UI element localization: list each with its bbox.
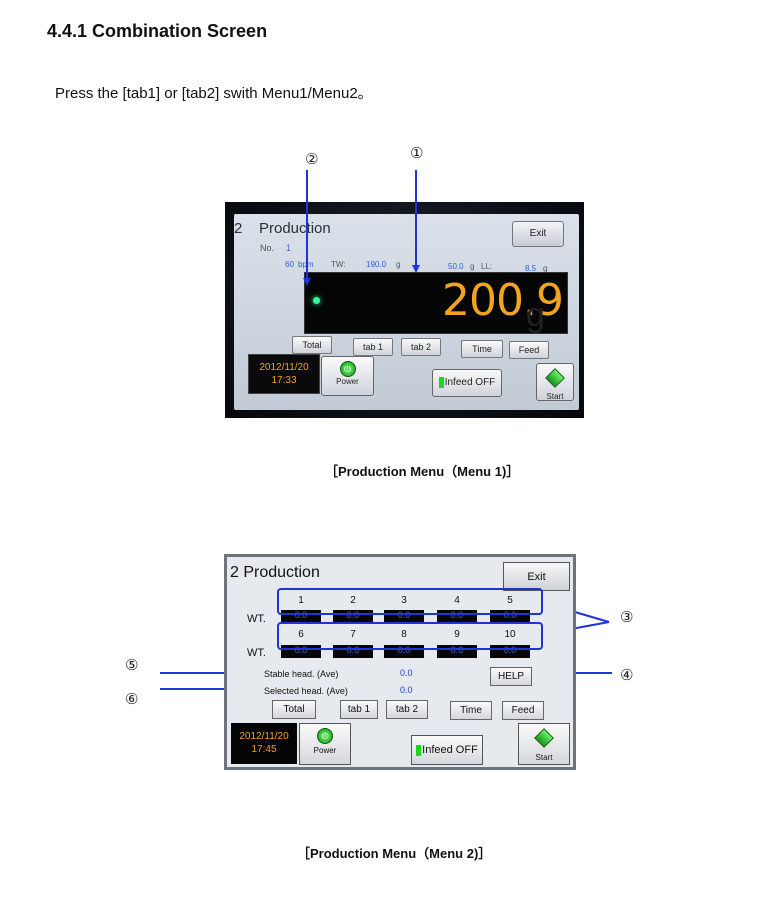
menu1-tw-label: TW: xyxy=(331,260,346,269)
menu1-datetime: 2012/11/20 17:33 xyxy=(248,354,320,394)
head-row1-highlight xyxy=(277,588,543,615)
menu1-title-number: 2 xyxy=(234,220,243,237)
menu1-tab1-button[interactable]: tab 1 xyxy=(353,338,393,356)
menu1-total-button[interactable]: Total xyxy=(292,336,332,354)
menu1-no-label: No. xyxy=(260,243,275,253)
intro-text: Press the [tab1] or [tab2] swith Menu1/M… xyxy=(55,85,373,102)
menu1-power-button[interactable]: ⏻ Power xyxy=(321,356,374,396)
caption-menu1: ［Production Menu（Menu 1)］ xyxy=(325,464,520,479)
menu1-weight-display: 200.9 xyxy=(304,272,568,334)
menu2-tab2-button[interactable]: tab 2 xyxy=(386,700,428,719)
wt-label-row1: WT. xyxy=(247,613,266,625)
marker-4: ④ xyxy=(620,666,634,684)
menu2-time-button[interactable]: Time xyxy=(450,701,492,720)
menu2-power-button[interactable]: ⏻ Power xyxy=(299,723,351,765)
menu2-infeed-button[interactable]: Infeed OFF xyxy=(411,735,483,765)
head-number: 1 xyxy=(298,595,304,606)
power-icon: ⏻ xyxy=(339,361,356,377)
menu1-weight-value: 200.9 xyxy=(442,275,564,326)
menu1-bpm-value: 60 xyxy=(285,260,294,269)
selected-head-value: 0.0 xyxy=(400,685,413,695)
menu2-screen: 2 Production Exit 1 2 3 4 5 WT. 0.0 0.0 … xyxy=(224,554,576,770)
head-number: 6 xyxy=(298,629,304,640)
menu2-time: 17:45 xyxy=(251,744,277,755)
menu2-panel: 2 Production Exit 1 2 3 4 5 WT. 0.0 0.0 … xyxy=(227,557,573,767)
wt-label-row2: WT. xyxy=(247,647,266,659)
marker-1: ① xyxy=(410,144,424,162)
menu1-start-label: Start xyxy=(546,392,564,401)
menu2-datetime: 2012/11/20 17:45 xyxy=(231,723,297,764)
menu2-tab1-button[interactable]: tab 1 xyxy=(340,700,378,719)
selected-head-label: Selected head. (Ave) xyxy=(264,686,348,696)
menu1-tw-unit: g xyxy=(396,260,401,269)
infeed-indicator-icon xyxy=(438,376,444,388)
head-row2-highlight xyxy=(277,622,543,650)
caption-menu2: ［Production Menu（Menu 2)］ xyxy=(297,846,492,861)
infeed-indicator-icon xyxy=(416,744,422,756)
menu1-start-button[interactable]: Start xyxy=(536,363,574,401)
menu2-total-button[interactable]: Total xyxy=(272,700,316,719)
menu1-weight-unit: g xyxy=(526,296,545,334)
menu1-mid-value: 50.0 xyxy=(448,262,464,271)
head-number: 8 xyxy=(401,629,407,640)
section-heading: 4.4.1 Combination Screen xyxy=(47,21,268,41)
head-number: 7 xyxy=(350,629,356,640)
menu1-infeed-button[interactable]: Infeed OFF xyxy=(432,369,502,397)
menu1-ll-value: 8.5 xyxy=(525,264,537,273)
marker-3: ③ xyxy=(620,608,634,626)
marker-5: ⑤ xyxy=(125,656,139,674)
menu1-date: 2012/11/20 xyxy=(259,362,309,373)
menu2-exit-button[interactable]: Exit xyxy=(503,562,570,591)
marker-2: ② xyxy=(305,150,319,168)
menu1-title: Production xyxy=(259,220,331,237)
head-number: 10 xyxy=(504,629,516,640)
menu2-feed-button[interactable]: Feed xyxy=(502,701,544,720)
menu1-no-value: 1 xyxy=(286,243,292,253)
menu1-feed-button[interactable]: Feed xyxy=(509,341,549,359)
head-number: 4 xyxy=(454,595,460,606)
start-icon xyxy=(534,728,554,748)
menu1-ll-unit: g xyxy=(543,264,548,273)
head-number: 3 xyxy=(401,595,407,606)
menu1-time-button[interactable]: Time xyxy=(461,340,503,358)
menu1-bpm-unit: bpm xyxy=(298,260,314,269)
menu1-photo: 2 Production Exit No. 1 60 bpm TW: 190.0… xyxy=(225,202,584,418)
menu2-infeed-label: Infeed OFF xyxy=(422,744,478,756)
menu1-screen: 2 Production Exit No. 1 60 bpm TW: 190.0… xyxy=(234,214,579,410)
stable-head-label: Stable head. (Ave) xyxy=(264,669,339,679)
menu2-title: 2 Production xyxy=(230,564,320,581)
stable-indicator-icon xyxy=(313,297,320,304)
menu2-start-button[interactable]: Start xyxy=(518,723,570,765)
menu1-tab2-button[interactable]: tab 2 xyxy=(401,338,441,356)
menu2-date: 2012/11/20 xyxy=(239,731,289,742)
menu1-mid-unit: g xyxy=(470,262,475,271)
head-number: 2 xyxy=(350,595,356,606)
head-number: 9 xyxy=(454,629,460,640)
menu1-power-label: Power xyxy=(336,377,359,386)
menu1-time: 17:33 xyxy=(271,375,297,386)
marker-6: ⑥ xyxy=(125,690,139,708)
menu1-tw-value: 190.0 xyxy=(366,260,387,269)
help-button[interactable]: HELP xyxy=(490,667,532,686)
menu1-infeed-label: Infeed OFF xyxy=(444,377,496,388)
menu2-power-label: Power xyxy=(313,746,337,755)
menu2-start-label: Start xyxy=(535,753,553,762)
menu1-ll-label: LL: xyxy=(481,262,493,271)
stable-head-value: 0.0 xyxy=(400,668,413,678)
menu1-exit-button[interactable]: Exit xyxy=(512,221,564,247)
power-icon: ⏻ xyxy=(317,728,333,744)
head-number: 5 xyxy=(507,595,513,606)
